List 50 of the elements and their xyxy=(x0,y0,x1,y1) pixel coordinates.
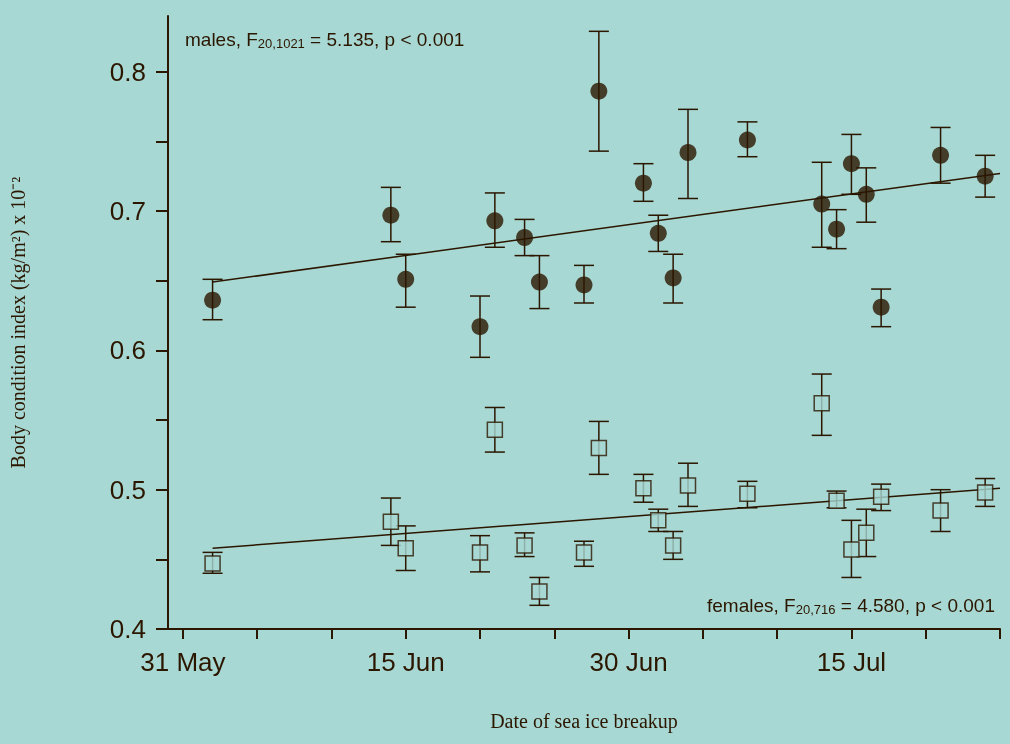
point xyxy=(471,318,489,336)
point xyxy=(575,544,593,561)
point xyxy=(635,480,652,497)
y-tick-label: 0.8 xyxy=(109,56,146,87)
point xyxy=(679,144,697,162)
point xyxy=(471,544,489,561)
point xyxy=(976,167,994,185)
x-tick-label: 30 Jun xyxy=(589,647,668,677)
point xyxy=(828,220,846,238)
x-tick-label: 31 May xyxy=(140,647,226,677)
point xyxy=(813,395,830,412)
point xyxy=(872,488,890,505)
point xyxy=(858,524,875,542)
x-axis-title: Date of sea ice breakup xyxy=(490,710,678,733)
y-axis-title: Body condition index (kg/m²) x 10⁻² xyxy=(7,176,30,469)
y-tick-label: 0.5 xyxy=(109,474,146,505)
point xyxy=(486,421,504,439)
point xyxy=(516,537,533,554)
point xyxy=(397,539,414,557)
point xyxy=(932,146,950,164)
point xyxy=(857,185,875,203)
point xyxy=(486,212,504,230)
y-tick-label: 0.7 xyxy=(109,196,146,227)
point xyxy=(664,269,682,287)
y-tick-label: 0.4 xyxy=(109,614,146,644)
point xyxy=(738,131,756,149)
point xyxy=(516,229,534,247)
point xyxy=(530,273,548,291)
point xyxy=(382,206,400,224)
point xyxy=(976,484,994,501)
point xyxy=(932,502,949,519)
point xyxy=(397,270,415,288)
point xyxy=(664,537,682,554)
x-tick-label: 15 Jul xyxy=(816,647,887,677)
point xyxy=(575,276,593,294)
point xyxy=(382,513,400,530)
point xyxy=(739,485,756,503)
point xyxy=(634,174,652,192)
point xyxy=(204,291,222,309)
point xyxy=(843,541,860,558)
point xyxy=(813,195,831,213)
point xyxy=(872,298,890,316)
point xyxy=(679,477,697,494)
point xyxy=(590,439,608,457)
point xyxy=(842,155,860,173)
y-tick-label: 0.6 xyxy=(109,335,146,366)
x-tick-label: 15 Jun xyxy=(366,647,445,677)
point xyxy=(531,583,548,600)
point xyxy=(590,82,608,100)
point xyxy=(649,224,667,242)
